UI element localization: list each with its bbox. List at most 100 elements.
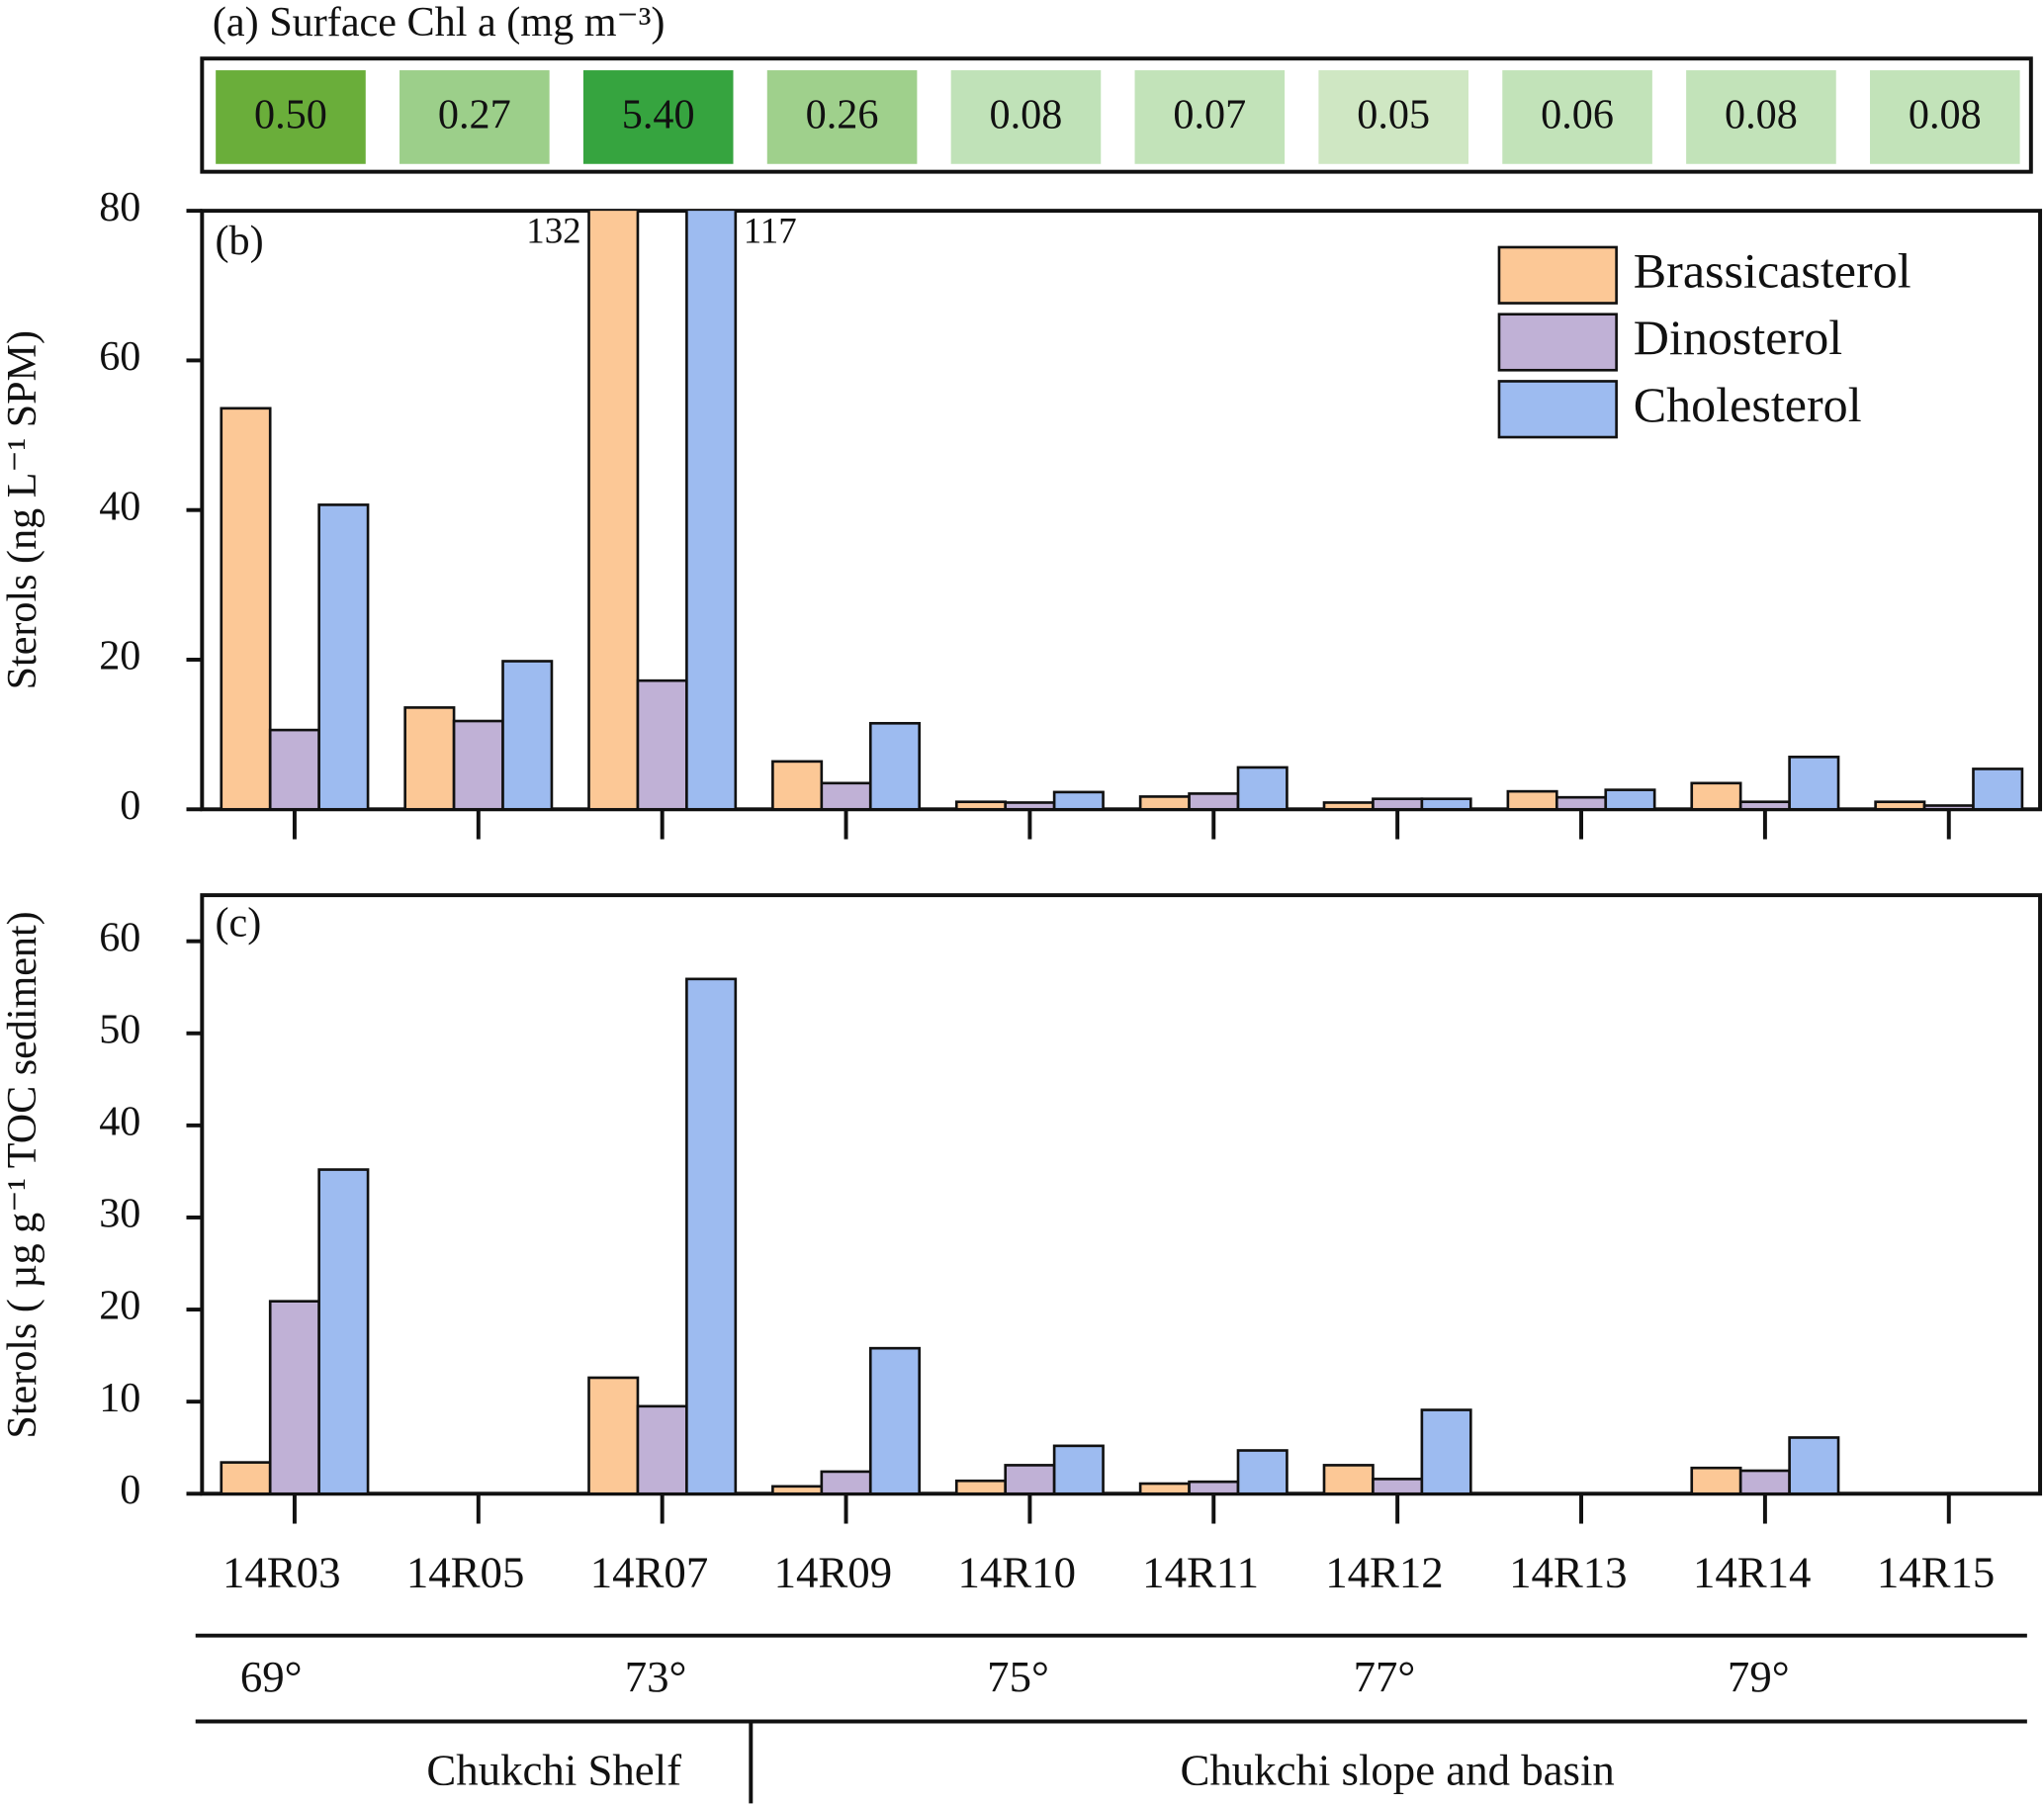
bar [220,1461,272,1495]
y-tick-label: 50 [99,1006,140,1052]
legend-label: Brassicasterol [1634,242,1911,298]
chl-cell [1134,70,1286,164]
bar [220,406,272,811]
y-axis-label: Sterols (ng L⁻¹ SPM) [0,330,45,689]
bar [501,660,554,811]
bar [954,1479,1008,1495]
bar [1236,1449,1289,1495]
bar [1004,801,1056,811]
bar [587,211,640,811]
x-tick-label: 14R15 [1877,1548,1996,1597]
chl-label: 5.40 [622,91,695,137]
chl-label: 0.08 [1725,91,1798,137]
x-tick-label: 14R11 [1142,1548,1259,1597]
bar [1555,795,1608,811]
bar [820,1470,872,1495]
overflow-label: 117 [744,210,797,250]
bar [317,503,370,811]
y-tick-label: 20 [99,1283,140,1329]
y-tick-label: 0 [120,1467,140,1513]
x-tick-label: 14R09 [774,1548,893,1597]
region-label: Chukchi slope and basin [1180,1746,1614,1795]
latitude-label: 79° [1728,1652,1790,1701]
bar [1138,795,1191,811]
bar [685,211,738,811]
y-tick-label: 0 [120,782,140,829]
bar [1604,788,1656,811]
bar [636,1404,688,1495]
bar [685,977,738,1495]
bar [771,760,824,811]
y-axis-label: Sterols ( µg g⁻¹ TOC sediment) [0,911,45,1438]
bar [587,1376,640,1495]
chl-cell [1870,70,2020,164]
chl-cell [216,70,366,164]
bars [220,211,2024,811]
bar [403,706,456,811]
chl-cell [582,70,734,164]
x-tick-label: 14R05 [406,1548,525,1597]
x-tick-label: 14R10 [957,1548,1076,1597]
bar [954,800,1008,811]
y-tick-label: 40 [99,483,140,529]
bar [1322,1464,1375,1495]
x-tick-label: 14R13 [1509,1548,1628,1597]
y-tick-label: 60 [99,914,140,960]
bar [1188,1480,1240,1495]
latitude-label: 73° [625,1652,687,1701]
region-label: Chukchi Shelf [426,1746,681,1795]
bar [268,728,320,811]
bar [771,1485,824,1495]
chl-label: 0.27 [438,91,511,137]
chl-label: 0.26 [806,91,879,137]
bar [1922,804,1975,811]
chl-cell [1502,70,1652,164]
legend-label: Dinosterol [1634,310,1842,365]
latitude-label: 77° [1354,1652,1416,1701]
x-tick-label: 14R07 [590,1548,709,1597]
bar [1420,797,1472,811]
bar [452,719,504,811]
bar [1788,756,1840,811]
panel-label: (c) [216,899,262,946]
bar [1972,768,2024,811]
y-tick-label: 80 [99,184,140,230]
chl-label: 0.08 [990,91,1063,137]
bar [317,1168,370,1495]
y-tick-label: 40 [99,1099,140,1145]
chl-label: 0.06 [1541,91,1614,137]
bar [1052,1444,1105,1495]
legend-swatch [1497,380,1618,439]
y-tick-label: 30 [99,1191,140,1237]
x-tick-label: 14R03 [222,1548,341,1597]
panel-a-frame [200,56,2033,174]
chl-label: 0.50 [254,91,327,137]
bar [1690,1466,1742,1495]
bar [1738,800,1791,811]
bar [1236,766,1289,811]
y-tick-label: 20 [99,633,140,679]
panel-a-title: (a) Surface Chl a (mg m⁻³) [213,0,666,45]
bar [868,1346,922,1495]
y-tick-label: 10 [99,1375,140,1421]
bar [1188,792,1240,811]
panel-b-frame [200,209,2043,812]
bar [1690,781,1742,811]
bar [636,678,688,811]
bar [1738,1469,1791,1495]
chl-cell [766,70,918,164]
chl-label: 0.08 [1909,91,1982,137]
bar [1874,800,1926,811]
bar [868,721,922,811]
bar [1052,790,1105,811]
bar [1138,1482,1191,1495]
bar [268,1300,320,1495]
chl-cell [1318,70,1468,164]
latitude-label: 69° [240,1652,303,1701]
y-tick-label: 60 [99,333,140,380]
overflow-label: 132 [526,210,580,250]
chl-label: 0.05 [1357,91,1430,137]
bar [1788,1436,1840,1495]
panel-c-frame [200,893,2043,1496]
